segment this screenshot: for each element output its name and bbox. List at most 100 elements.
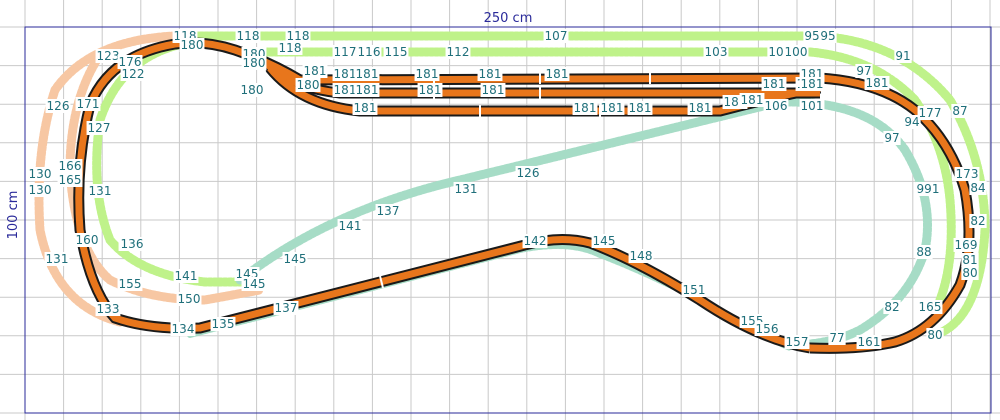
track-piece-label-background — [239, 83, 265, 97]
track-piece-label-background — [337, 219, 363, 233]
track-piece-label-background — [799, 99, 825, 113]
track-piece-label-background — [703, 45, 729, 59]
track-piece-label: 181 — [480, 83, 506, 97]
track-piece-label-background — [599, 101, 625, 115]
track-piece-number: 133 — [97, 302, 120, 316]
track-piece-label: 181 — [352, 101, 378, 115]
track-piece-number: 136 — [121, 237, 144, 251]
track-piece-number: 137 — [275, 301, 298, 315]
track-piece-number: 157 — [786, 335, 809, 349]
track-piece-label-background — [87, 184, 113, 198]
track-piece-label-background — [767, 45, 785, 59]
track-piece-label-background — [417, 83, 443, 97]
track-piece-label-background — [210, 317, 236, 331]
track-piece-number: 94 — [904, 115, 919, 129]
track-piece-label-background — [954, 167, 980, 181]
track-piece-number: 81 — [962, 253, 977, 267]
track-piece-number: 181 — [356, 67, 379, 81]
track-piece-number: 145 — [593, 234, 616, 248]
track-piece-number: 116 — [358, 45, 381, 59]
ghost-track-green-top2 — [235, 47, 956, 305]
track-piece-label-background — [332, 45, 358, 59]
track-piece-label-background — [628, 249, 654, 263]
track-piece-label-background — [522, 234, 548, 248]
track-piece-number: 181 — [334, 67, 357, 81]
track-piece-label: 88 — [915, 245, 933, 259]
track-piece-label: 97 — [855, 64, 873, 78]
dimension-labels: 250 cm 100 cm — [6, 11, 991, 239]
track-piece-number: 181 — [419, 83, 442, 97]
track-piece-label: 118 — [285, 29, 311, 43]
track-piece-label: 141 — [173, 269, 199, 283]
track-piece-label-background — [544, 67, 570, 81]
track-piece-label: 103 — [703, 45, 729, 59]
track-piece-label-background — [57, 173, 83, 187]
track-piece-label: 91 — [894, 49, 912, 63]
track-piece-number: 177 — [919, 106, 942, 120]
track-piece-label: 145 — [591, 234, 617, 248]
track-piece-label-background — [917, 106, 943, 120]
track-piece-label-background — [352, 101, 378, 115]
track-piece-number: 95 — [820, 29, 835, 43]
track-piece-number: 80 — [927, 328, 942, 342]
track-piece-label: 82 — [883, 300, 901, 314]
track-piece-number: 169 — [955, 238, 978, 252]
track-piece-label: 160 — [74, 233, 100, 247]
track-piece-number: 151 — [683, 283, 706, 297]
track-piece-number: 181 — [763, 77, 786, 91]
track-piece-label-background — [784, 335, 810, 349]
track-piece-label-background — [915, 245, 933, 259]
track-piece-label-background — [783, 45, 809, 59]
track-piece-label: 127 — [86, 121, 112, 135]
track-piece-number: 145 — [284, 252, 307, 266]
track-piece-number: 181 — [689, 101, 712, 115]
track-piece-label-background — [332, 83, 358, 97]
track-piece-number: 161 — [858, 335, 881, 349]
track-piece-number: 123 — [97, 49, 120, 63]
track-piece-label-background — [799, 77, 825, 91]
track-piece-number: 131 — [455, 182, 478, 196]
track-piece-label-background — [855, 64, 873, 78]
track-piece-number: 176 — [119, 55, 142, 69]
track-piece-number: 134 — [172, 322, 195, 336]
track-piece-label-background — [173, 269, 199, 283]
track-piece-label: 166 — [57, 159, 83, 173]
track-piece-number: 141 — [339, 219, 362, 233]
track-piece-label-background — [969, 214, 987, 228]
track-piece-label: 131 — [453, 182, 479, 196]
track-piece-number: 100 — [785, 45, 808, 59]
track-piece-number: 106 — [765, 99, 788, 113]
track-piece-label-background — [763, 99, 789, 113]
track-piece-number: 107 — [545, 29, 568, 43]
track-piece-label: 106 — [763, 99, 789, 113]
track-piece-number: 131 — [46, 252, 69, 266]
track-piece-label: 130 — [27, 183, 53, 197]
track-piece-label-background — [953, 238, 979, 252]
track-piece-number: 181 — [574, 101, 597, 115]
track-piece-label: 10 — [767, 45, 785, 59]
track-piece-label-background — [894, 49, 912, 63]
track-piece-label-background — [117, 55, 143, 69]
track-piece-label-background — [961, 253, 979, 267]
track-piece-label-background — [45, 99, 71, 113]
track-piece-label-background — [57, 159, 83, 173]
track-piece-label-background — [354, 83, 380, 97]
track-piece-number: 181 — [741, 93, 764, 107]
track-piece-label: 107 — [543, 29, 569, 43]
track-piece-label: 135 — [210, 317, 236, 331]
track-piece-label-background — [356, 45, 382, 59]
track-piece-label-background — [926, 328, 944, 342]
track-piece-label-background — [375, 204, 401, 218]
track-piece-label-background — [591, 234, 617, 248]
track-piece-label-background — [277, 41, 303, 55]
track-piece-label-background — [282, 252, 308, 266]
track-piece-number: 122 — [122, 67, 145, 81]
track-piece-label-background — [961, 266, 979, 280]
track-piece-label: 169 — [953, 238, 979, 252]
track-piece-number: 145 — [243, 277, 266, 291]
ghost-track-outer-green — [170, 31, 990, 340]
track-piece-label: 181 — [332, 83, 358, 97]
track-piece-label: 100 — [783, 45, 809, 59]
